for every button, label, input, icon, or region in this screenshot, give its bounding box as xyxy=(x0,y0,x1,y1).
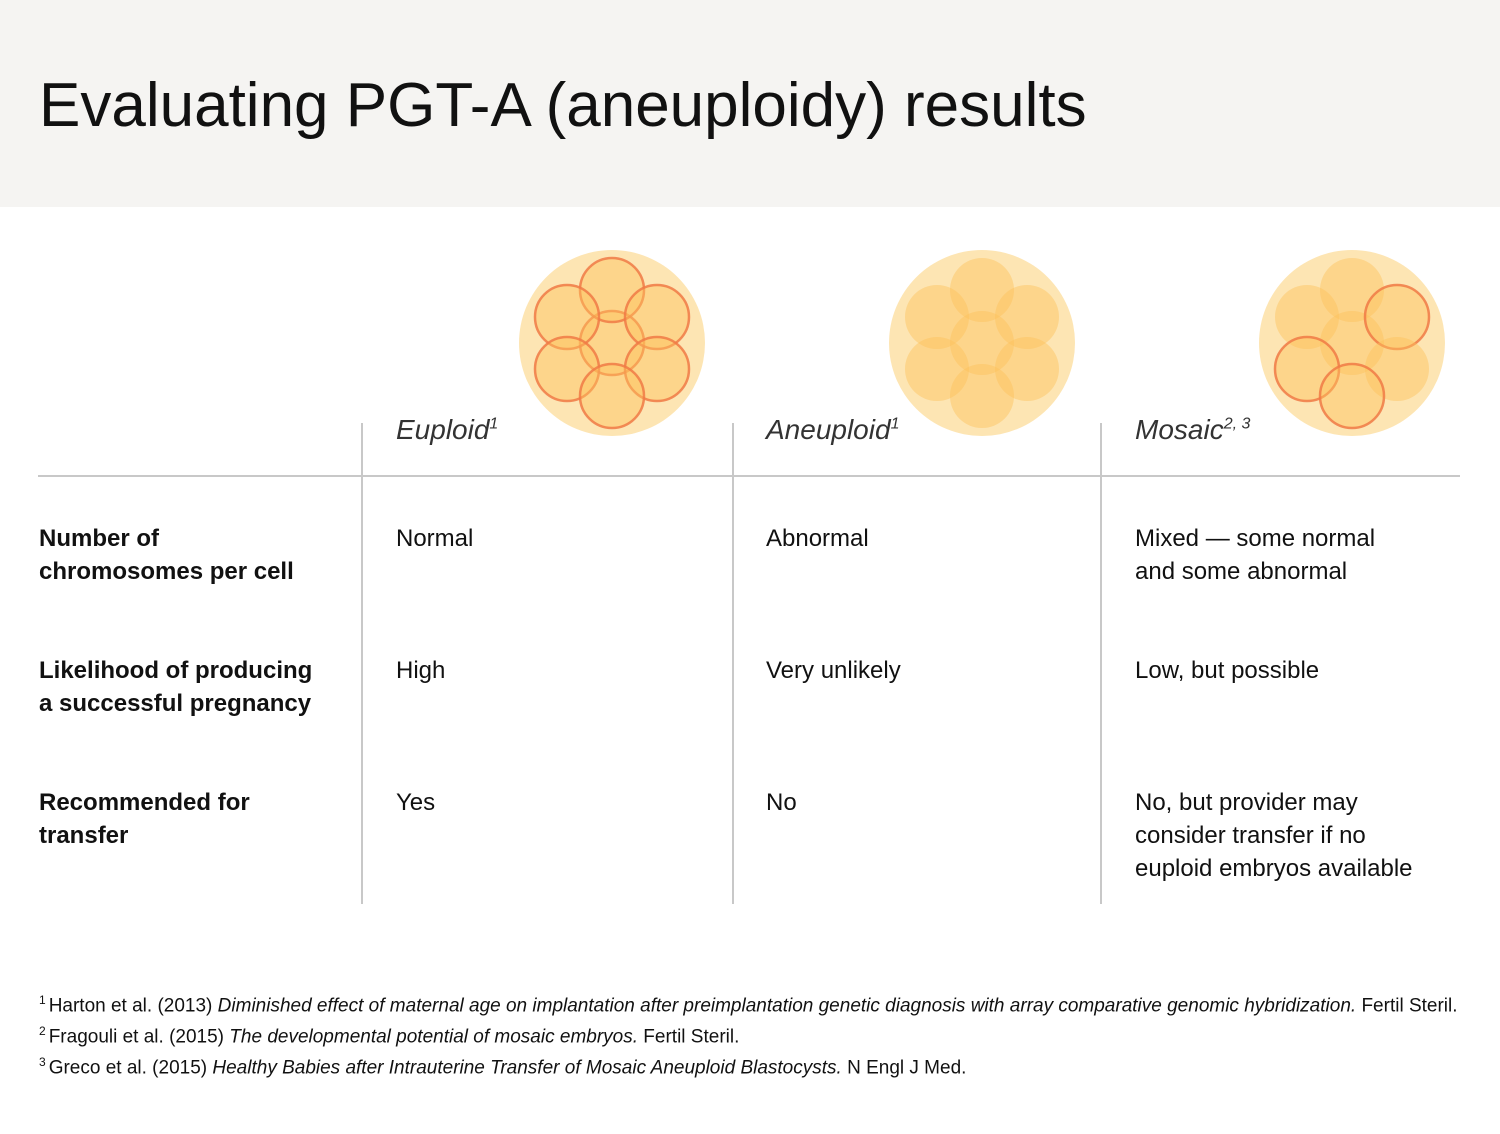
footnote-authors: Harton et al. (2013) xyxy=(48,995,213,1017)
embryo-cell xyxy=(950,258,1014,322)
embryo-cell xyxy=(1318,362,1386,430)
divider xyxy=(38,475,1460,477)
embryo-cell xyxy=(905,285,969,349)
footnote-title: The developmental potential of mosaic em… xyxy=(229,1026,639,1048)
cell: Very unlikely xyxy=(766,654,901,687)
footnote: 2 Fragouli et al. (2015) The developmenta… xyxy=(39,1024,739,1048)
column-sup: 2, 3 xyxy=(1223,415,1251,433)
column-label: Aneuploid xyxy=(766,414,891,445)
title: Evaluating PGT-A (aneuploidy) results xyxy=(39,71,1087,140)
cell-line: No xyxy=(766,789,797,816)
column-header: Mosaic2, 3 xyxy=(1135,414,1250,446)
cell-line: High xyxy=(396,657,446,684)
embryo-icons xyxy=(519,250,1445,436)
cell: Yes xyxy=(396,786,435,819)
footnote-title: Diminished effect of maternal age on imp… xyxy=(217,995,1357,1017)
footnote-title: Healthy Babies after Intrauterine Transf… xyxy=(212,1057,842,1079)
row-label-line: chromosomes per cell xyxy=(39,558,294,585)
footnote-number: 2 xyxy=(39,1024,46,1038)
row-label: Likelihood of producing a successful preg… xyxy=(39,654,312,720)
row-label: Number of chromosomes per cell xyxy=(39,522,294,588)
row-label-line: Recommended for xyxy=(39,789,250,816)
embryo-cell xyxy=(1259,250,1445,436)
cell: High xyxy=(396,654,445,687)
footnote-source: Fertil Steril. xyxy=(643,1026,740,1048)
column-sup: 1 xyxy=(890,415,900,433)
cell-line: Normal xyxy=(396,525,474,552)
embryo-cell xyxy=(995,285,1059,349)
cell: No, but provider may consider transfer if… xyxy=(1135,786,1413,885)
footnote-source: N Engl J Med. xyxy=(847,1057,967,1079)
cell: Low, but possible xyxy=(1135,654,1319,687)
embryo-cell xyxy=(533,283,601,351)
cell-line: Low, but possible xyxy=(1135,657,1320,684)
embryo-cell xyxy=(1363,283,1431,351)
cell-line: and some abnormal xyxy=(1135,558,1348,585)
embryo-cell xyxy=(1320,311,1384,375)
cell: No xyxy=(766,786,797,819)
footnote-source: Fertil Steril. xyxy=(1361,995,1458,1017)
embryo-cell xyxy=(950,364,1014,428)
embryo-cell xyxy=(889,250,1075,436)
row-label-line: Likelihood of producing xyxy=(39,657,313,684)
footnote: 3 Greco et al. (2015) Healthy Babies afte… xyxy=(39,1055,966,1079)
embryo-cell xyxy=(578,309,646,377)
row-label-line: Number of xyxy=(39,525,159,552)
column-header: Euploid1 xyxy=(396,414,498,446)
header-band xyxy=(0,0,1500,207)
footnote-number: 1 xyxy=(39,993,46,1007)
cell-line: Yes xyxy=(396,789,436,816)
column-header: Aneuploid1 xyxy=(766,414,899,446)
cell-line: Very unlikely xyxy=(766,657,901,684)
cell: Abnormal xyxy=(766,522,869,555)
cell-line: Mixed — some normal xyxy=(1135,525,1376,552)
embryo-cell xyxy=(905,337,969,401)
footnote: 1 Harton et al. (2013) Diminished effect … xyxy=(39,993,1458,1017)
footnote-authors: Fragouli et al. (2015) xyxy=(48,1026,225,1048)
cell-line: No, but provider may xyxy=(1135,789,1358,816)
column-label: Mosaic xyxy=(1135,414,1224,445)
embryo-cell xyxy=(623,283,691,351)
column-label: Euploid xyxy=(396,414,490,445)
embryo-cell xyxy=(578,362,646,430)
column-divider xyxy=(1100,423,1102,904)
column-divider xyxy=(732,423,734,904)
column-divider xyxy=(361,423,363,904)
cell-line: consider transfer if no xyxy=(1135,822,1366,849)
row-label-line: a successful pregnancy xyxy=(39,690,312,717)
embryo-cell xyxy=(950,311,1014,375)
embryo-cell xyxy=(519,250,705,436)
cell: Normal xyxy=(396,522,473,555)
embryo-cell xyxy=(1275,285,1339,349)
column-sup: 1 xyxy=(489,415,499,433)
cell-line: Abnormal xyxy=(766,525,869,552)
cell: Mixed — some normal and some abnormal xyxy=(1135,522,1375,588)
footnote-authors: Greco et al. (2015) xyxy=(48,1057,208,1079)
row-label-line: transfer xyxy=(39,822,129,849)
embryo-cell xyxy=(995,337,1059,401)
cell-line: euploid embryos available xyxy=(1135,855,1413,882)
footnote-number: 3 xyxy=(39,1055,46,1069)
row-label: Recommended for transfer xyxy=(39,786,250,852)
